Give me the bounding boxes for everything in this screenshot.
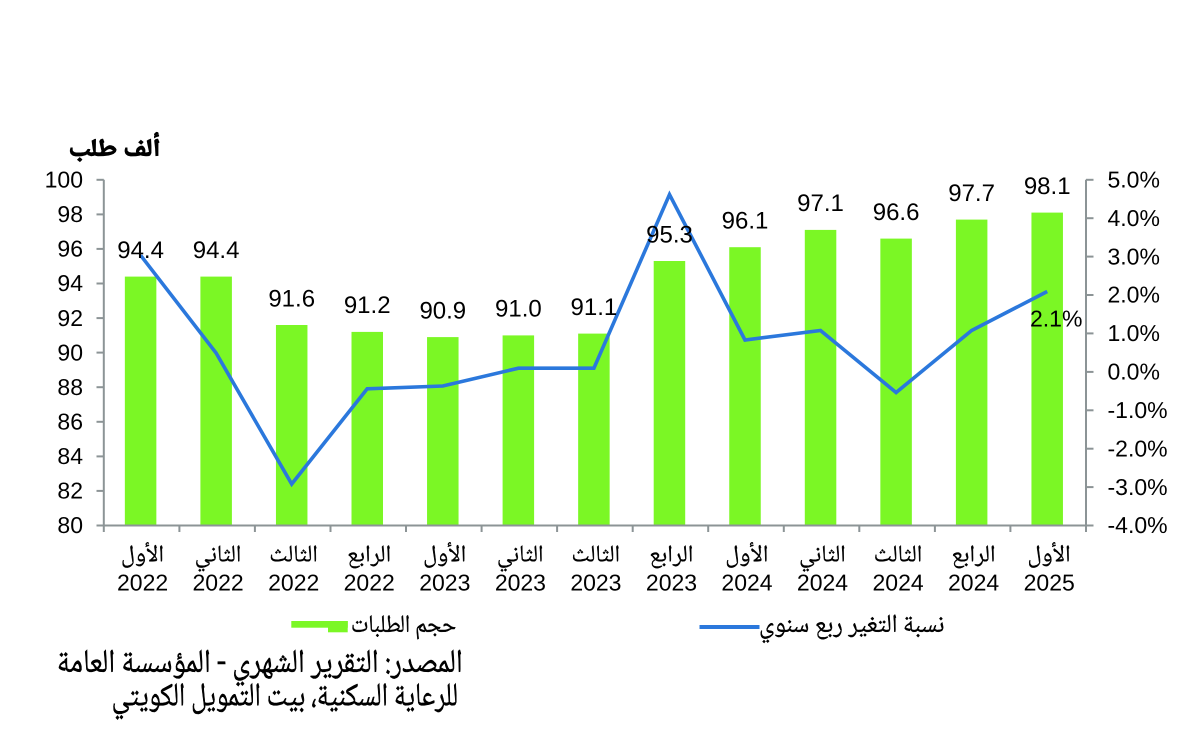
svg-text:94.4: 94.4	[193, 237, 240, 264]
svg-text:2025: 2025	[1024, 570, 1075, 596]
svg-text:91.2: 91.2	[344, 292, 391, 319]
svg-text:97.7: 97.7	[948, 180, 995, 207]
svg-text:91.1: 91.1	[571, 294, 618, 321]
svg-text:96: 96	[57, 236, 83, 262]
svg-text:2022: 2022	[117, 570, 168, 596]
svg-text:88: 88	[57, 374, 83, 400]
svg-text:2022: 2022	[268, 570, 319, 596]
svg-text:2024: 2024	[797, 570, 848, 596]
svg-text:95.3: 95.3	[646, 221, 693, 248]
svg-text:96.6: 96.6	[873, 199, 920, 226]
svg-text:2023: 2023	[419, 570, 470, 596]
svg-text:86: 86	[57, 409, 83, 435]
svg-text:2023: 2023	[495, 570, 546, 596]
svg-text:2024: 2024	[873, 570, 924, 596]
svg-text:0.0%: 0.0%	[1108, 359, 1160, 385]
svg-text:2022: 2022	[344, 570, 395, 596]
svg-text:96.1: 96.1	[722, 208, 769, 235]
svg-text:98: 98	[57, 201, 83, 227]
svg-text:-1.0%: -1.0%	[1108, 397, 1168, 423]
svg-text:94.4: 94.4	[117, 237, 164, 264]
svg-text:100: 100	[45, 167, 83, 193]
svg-text:2023: 2023	[646, 570, 697, 596]
svg-text:82: 82	[57, 478, 83, 504]
svg-text:80: 80	[57, 512, 83, 538]
svg-text:-2.0%: -2.0%	[1108, 435, 1168, 461]
svg-text:4.0%: 4.0%	[1108, 205, 1160, 231]
svg-text:5.0%: 5.0%	[1108, 167, 1160, 193]
svg-text:2.1%: 2.1%	[1030, 306, 1082, 332]
svg-text:97.1: 97.1	[797, 190, 844, 217]
svg-text:2024: 2024	[948, 570, 999, 596]
svg-text:-3.0%: -3.0%	[1108, 474, 1168, 500]
svg-text:94: 94	[57, 270, 83, 296]
svg-text:90: 90	[57, 339, 83, 365]
svg-text:92: 92	[57, 305, 83, 331]
svg-text:2024: 2024	[721, 570, 772, 596]
svg-text:2.0%: 2.0%	[1108, 282, 1160, 308]
svg-text:3.0%: 3.0%	[1108, 243, 1160, 269]
svg-text:2022: 2022	[193, 570, 244, 596]
svg-text:2023: 2023	[570, 570, 621, 596]
svg-text:91.6: 91.6	[268, 285, 315, 312]
svg-text:90.9: 90.9	[419, 297, 466, 324]
svg-text:-4.0%: -4.0%	[1108, 512, 1168, 538]
svg-text:98.1: 98.1	[1024, 173, 1071, 200]
svg-text:91.0: 91.0	[495, 296, 542, 323]
svg-text:1.0%: 1.0%	[1108, 320, 1160, 346]
svg-text:84: 84	[57, 443, 83, 469]
